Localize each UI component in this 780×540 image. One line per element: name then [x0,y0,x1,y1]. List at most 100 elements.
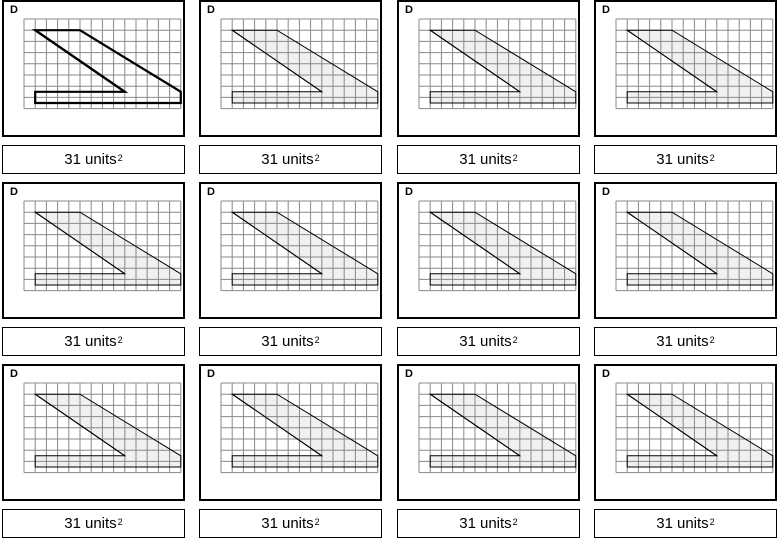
area-exponent: 2 [117,152,123,163]
grid-lines [23,200,182,292]
area-exponent: 2 [314,152,320,163]
shape-outline [428,211,577,286]
shape-outline [428,393,577,468]
shape-card[interactable]: D [199,0,382,137]
area-unit: units [676,151,709,168]
area-value: 31 [64,515,81,532]
area-answer-box[interactable]: 31 units 2 [594,145,777,174]
card-letter: D [602,4,610,16]
area-exponent: 2 [314,334,320,345]
shape-card[interactable]: D [594,0,777,137]
shape-diagonal [626,211,718,275]
card-letter: D [10,368,18,380]
grid-diagram [615,382,774,474]
area-value: 31 [261,333,278,350]
area-exponent: 2 [709,152,715,163]
shape-outline [230,211,379,286]
card-letter: D [602,368,610,380]
area-unit: units [281,151,314,168]
grid-diagram [220,18,379,110]
area-answer-box[interactable]: 31 units 2 [2,327,185,356]
card-letter: D [405,4,413,16]
shape-card[interactable]: D [2,364,185,501]
area-answer-box[interactable]: 31 units 2 [397,327,580,356]
area-exponent: 2 [117,516,123,527]
grid-diagram [418,382,577,474]
shape-card[interactable]: D [2,0,185,137]
shape-diagonal [231,211,323,275]
card-letter: D [405,368,413,380]
shape-diagonal [626,29,718,93]
area-value: 31 [64,333,81,350]
shape-card[interactable]: D [397,0,580,137]
area-exponent: 2 [117,334,123,345]
shape-diagonal [429,393,521,457]
area-unit: units [479,151,512,168]
area-value: 31 [261,151,278,168]
grid-diagram [23,18,182,110]
card-letter: D [10,4,18,16]
shape-diagonal [626,393,718,457]
area-value: 31 [656,333,673,350]
area-unit: units [281,333,314,350]
area-answer-box[interactable]: 31 units 2 [594,509,777,538]
area-answer-box[interactable]: 31 units 2 [594,327,777,356]
shape-outline [33,393,182,468]
shape-diagonal [231,393,323,457]
area-unit: units [281,515,314,532]
area-exponent: 2 [512,152,518,163]
grid-lines [23,18,182,110]
card-letter: D [405,186,413,198]
area-exponent: 2 [512,334,518,345]
area-unit: units [84,333,117,350]
grid-diagram [418,200,577,292]
card-letter: D [602,186,610,198]
area-value: 31 [64,151,81,168]
shape-card[interactable]: D [397,364,580,501]
grid-diagram [220,200,379,292]
shape-card[interactable]: D [199,182,382,319]
grid-lines [418,200,577,292]
shape-card[interactable]: D [199,364,382,501]
shape-card[interactable]: D [594,364,777,501]
shape-fill [627,212,773,285]
shape-outline [428,29,577,104]
shape-card[interactable]: D [594,182,777,319]
grid-lines [418,382,577,474]
grid-lines [220,200,379,292]
area-unit: units [479,333,512,350]
shape-diagonal [429,211,521,275]
area-value: 31 [656,515,673,532]
area-unit: units [84,515,117,532]
grid-lines [23,382,182,474]
shape-fill [430,394,576,467]
area-value: 31 [261,515,278,532]
shape-fill [232,394,378,467]
area-exponent: 2 [314,516,320,527]
shape-outline [625,393,774,468]
shape-fill [430,30,576,104]
shape-fill [232,212,378,285]
area-answer-box[interactable]: 31 units 2 [397,145,580,174]
grid-diagram [615,18,774,110]
area-answer-box[interactable]: 31 units 2 [397,509,580,538]
area-answer-box[interactable]: 31 units 2 [2,509,185,538]
grid-diagram [418,18,577,110]
grid-diagram [220,382,379,474]
shape-fill [627,394,773,467]
shape-diagonal [34,211,126,275]
area-answer-box[interactable]: 31 units 2 [199,145,382,174]
area-unit: units [676,515,709,532]
card-letter: D [207,4,215,16]
card-letter: D [207,368,215,380]
shape-outline [625,211,774,286]
area-answer-box[interactable]: 31 units 2 [2,145,185,174]
shape-fill [35,212,181,285]
area-answer-box[interactable]: 31 units 2 [199,509,382,538]
area-exponent: 2 [709,334,715,345]
shape-card[interactable]: D [397,182,580,319]
area-answer-box[interactable]: 31 units 2 [199,327,382,356]
card-letter: D [207,186,215,198]
shape-card[interactable]: D [2,182,185,319]
card-letter: D [10,186,18,198]
